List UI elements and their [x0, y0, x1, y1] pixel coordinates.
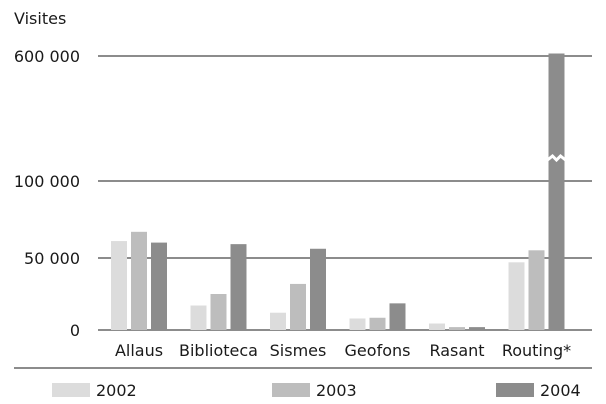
x-tick-label: Biblioteca	[179, 341, 258, 360]
bar	[449, 327, 465, 330]
bar	[111, 241, 127, 330]
legend: 2002 2003 2004	[0, 376, 606, 404]
y-tick-label: 600 000	[14, 47, 80, 66]
y-tick-labels: 0 50 000 100 000 600 000	[14, 47, 80, 340]
legend-label-2003: 2003	[316, 380, 357, 400]
y-tick-label: 100 000	[14, 172, 80, 191]
bar	[528, 250, 545, 330]
legend-item-2003: 2003	[272, 380, 357, 400]
bar	[151, 242, 167, 330]
bars	[111, 53, 567, 330]
bar	[190, 305, 207, 330]
bar	[369, 317, 386, 330]
bar	[131, 231, 147, 330]
x-tick-labels: Allaus Biblioteca Sismes Geofons Rasant Routi…	[115, 341, 571, 360]
bar	[548, 53, 565, 330]
x-tick-label: Geofons	[345, 341, 411, 360]
axis-break-mark	[546, 153, 567, 163]
legend-swatch-2002	[52, 383, 90, 397]
bar	[508, 262, 525, 330]
legend-swatch-2004	[496, 383, 534, 397]
legend-swatch-2003	[272, 383, 310, 397]
bar	[429, 323, 445, 330]
legend-label-2002: 2002	[96, 380, 137, 400]
y-tick-label: 50 000	[24, 249, 80, 268]
legend-label-2004: 2004	[540, 380, 581, 400]
bar	[389, 303, 406, 330]
bar-chart: Visites 0 50 000 100 000 600 000 Allaus Bibl…	[14, 9, 592, 369]
y-tick-label: 0	[70, 321, 80, 340]
bar	[270, 312, 286, 330]
bar	[210, 294, 227, 330]
x-tick-label: Rasant	[429, 341, 484, 360]
legend-item-2004: 2004	[496, 380, 581, 400]
legend-item-2002: 2002	[52, 380, 137, 400]
bar	[230, 244, 247, 330]
bar	[310, 248, 326, 330]
bar	[290, 283, 306, 330]
x-tick-label: Routing*	[502, 341, 571, 360]
x-tick-label: Sismes	[270, 341, 327, 360]
y-axis-label: Visites	[14, 9, 66, 28]
x-tick-label: Allaus	[115, 341, 163, 360]
bar	[349, 318, 366, 330]
bar	[469, 327, 485, 330]
